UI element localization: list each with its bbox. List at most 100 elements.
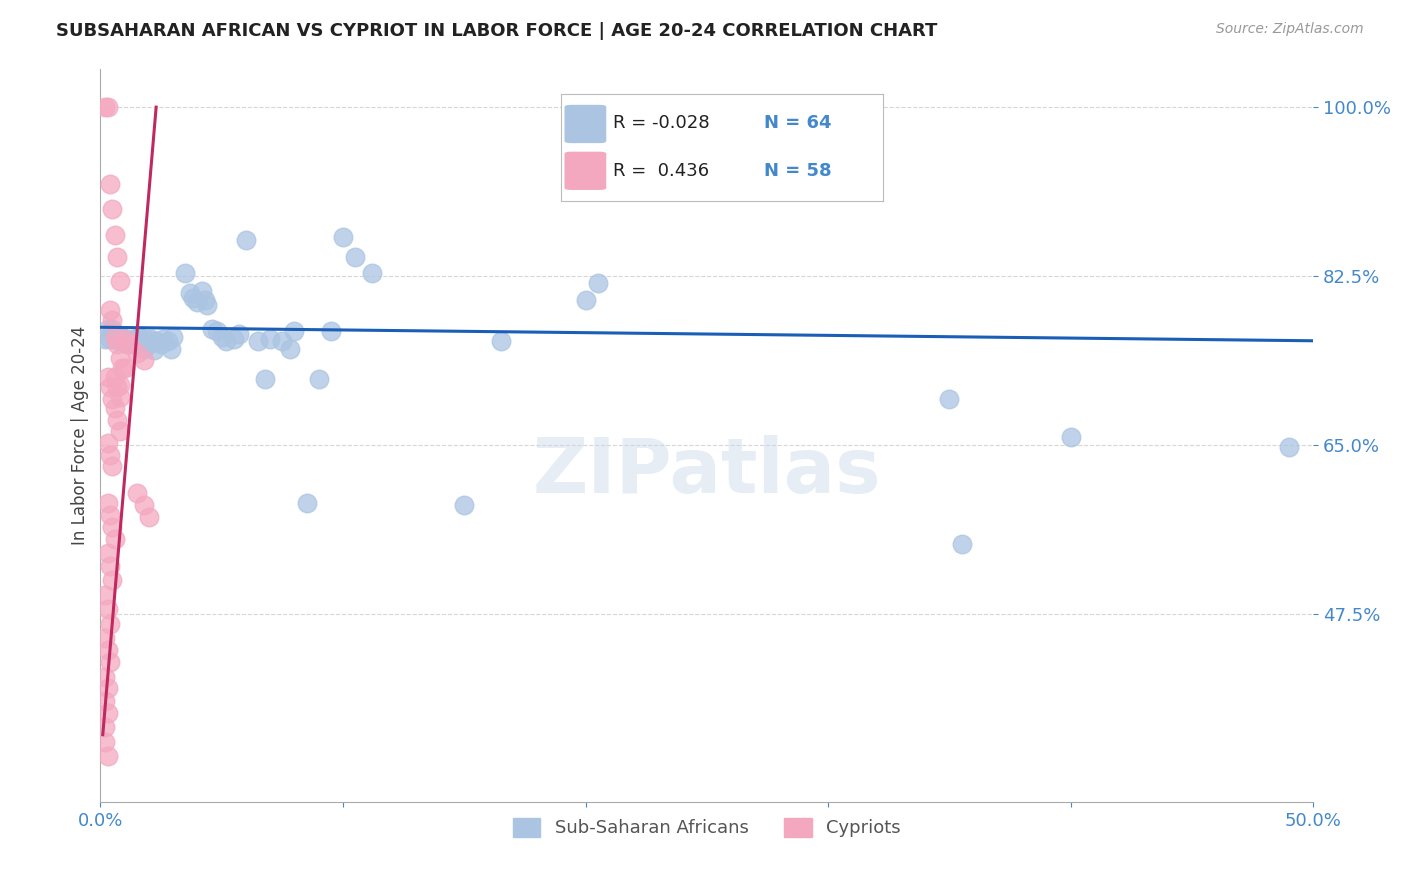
Point: [489, 334, 512, 348]
Point: [94, 670, 117, 684]
Point: [101, 573, 124, 587]
Point: [132, 353, 155, 368]
Point: [94, 631, 117, 645]
Point: [97, 642, 120, 657]
Point: [938, 392, 960, 406]
Point: [97, 748, 120, 763]
Point: [138, 336, 160, 351]
Point: [135, 332, 157, 346]
Point: [114, 332, 136, 346]
Point: [191, 284, 214, 298]
Point: [97, 706, 120, 721]
Point: [361, 266, 384, 280]
Point: [453, 498, 475, 512]
Point: [344, 250, 367, 264]
Point: [124, 336, 146, 351]
Text: Source: ZipAtlas.com: Source: ZipAtlas.com: [1216, 22, 1364, 37]
Point: [97, 681, 120, 696]
Point: [201, 322, 224, 336]
Point: [145, 334, 167, 348]
Point: [108, 390, 131, 404]
Point: [125, 346, 148, 360]
Point: [105, 380, 128, 394]
Point: [332, 230, 354, 244]
Point: [115, 336, 138, 351]
Point: [94, 720, 117, 734]
Point: [128, 330, 150, 344]
Point: [108, 351, 131, 366]
Point: [574, 293, 596, 308]
Point: [162, 330, 184, 344]
Point: [186, 295, 208, 310]
Point: [94, 332, 117, 346]
Point: [104, 532, 127, 546]
Point: [141, 332, 163, 346]
Point: [174, 266, 197, 280]
Point: [104, 401, 127, 416]
Point: [125, 332, 148, 346]
Point: [98, 558, 121, 573]
Point: [104, 370, 127, 384]
Point: [295, 496, 318, 510]
Point: [308, 372, 330, 386]
Point: [194, 293, 217, 308]
Point: [179, 285, 201, 300]
Point: [215, 334, 238, 348]
Point: [108, 378, 131, 392]
Point: [696, 112, 718, 126]
Point: [131, 334, 153, 348]
Point: [283, 324, 305, 338]
Text: SUBSAHARAN AFRICAN VS CYPRIOT IN LABOR FORCE | AGE 20-24 CORRELATION CHART: SUBSAHARAN AFRICAN VS CYPRIOT IN LABOR F…: [56, 22, 938, 40]
Point: [98, 302, 121, 317]
Point: [94, 100, 117, 114]
Text: ZIPatlas: ZIPatlas: [533, 435, 882, 509]
Point: [278, 342, 301, 356]
Point: [97, 546, 120, 560]
Point: [101, 459, 124, 474]
Point: [181, 291, 204, 305]
Point: [98, 448, 121, 462]
Point: [150, 336, 173, 351]
Point: [211, 330, 233, 344]
Point: [98, 616, 121, 631]
Point: [101, 520, 124, 534]
Point: [114, 332, 136, 346]
Point: [101, 392, 124, 406]
Point: [121, 332, 143, 346]
Point: [108, 334, 131, 348]
Point: [125, 486, 148, 500]
Point: [94, 588, 117, 602]
Point: [97, 436, 120, 450]
Point: [222, 332, 245, 346]
Point: [94, 735, 117, 749]
Point: [157, 334, 180, 348]
Point: [94, 694, 117, 708]
Point: [159, 342, 181, 356]
Point: [111, 330, 134, 344]
Point: [101, 202, 124, 216]
Point: [235, 233, 257, 247]
Point: [228, 326, 250, 341]
Point: [132, 498, 155, 512]
Point: [98, 655, 121, 669]
Point: [104, 330, 127, 344]
Point: [138, 510, 160, 524]
Point: [97, 100, 120, 114]
Point: [271, 334, 294, 348]
Point: [104, 227, 127, 242]
Legend: Sub-Saharan Africans, Cypriots: Sub-Saharan Africans, Cypriots: [506, 811, 908, 845]
Point: [105, 336, 128, 351]
Point: [111, 360, 134, 375]
Point: [720, 110, 742, 124]
Point: [132, 342, 155, 356]
Point: [98, 178, 121, 192]
Point: [101, 312, 124, 326]
Point: [101, 322, 124, 336]
Point: [97, 602, 120, 616]
Point: [195, 298, 218, 312]
Point: [247, 334, 270, 348]
Point: [98, 380, 121, 394]
Point: [98, 332, 121, 346]
Point: [104, 332, 127, 346]
Point: [114, 360, 136, 375]
